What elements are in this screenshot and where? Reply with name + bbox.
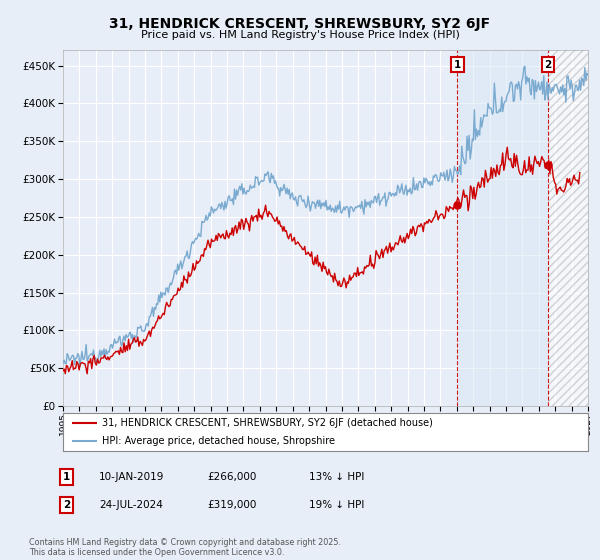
Bar [457,50,548,406]
Text: 19% ↓ HPI: 19% ↓ HPI [309,500,364,510]
Text: Contains HM Land Registry data © Crown copyright and database right 2025.
This d: Contains HM Land Registry data © Crown c… [29,538,341,557]
Text: 31, HENDRICK CRESCENT, SHREWSBURY, SY2 6JF: 31, HENDRICK CRESCENT, SHREWSBURY, SY2 6… [109,16,491,30]
Text: 1: 1 [454,59,461,69]
Text: 13% ↓ HPI: 13% ↓ HPI [309,472,364,482]
Text: 31, HENDRICK CRESCENT, SHREWSBURY, SY2 6JF (detached house): 31, HENDRICK CRESCENT, SHREWSBURY, SY2 6… [103,418,433,428]
Text: 24-JUL-2024: 24-JUL-2024 [99,500,163,510]
Text: £319,000: £319,000 [207,500,256,510]
Bar [548,50,588,406]
Text: HPI: Average price, detached house, Shropshire: HPI: Average price, detached house, Shro… [103,436,335,446]
Text: Price paid vs. HM Land Registry's House Price Index (HPI): Price paid vs. HM Land Registry's House … [140,30,460,40]
Text: 2: 2 [544,59,551,69]
Text: 2: 2 [63,500,70,510]
Text: 10-JAN-2019: 10-JAN-2019 [99,472,164,482]
Text: £266,000: £266,000 [207,472,256,482]
Text: 1: 1 [63,472,70,482]
